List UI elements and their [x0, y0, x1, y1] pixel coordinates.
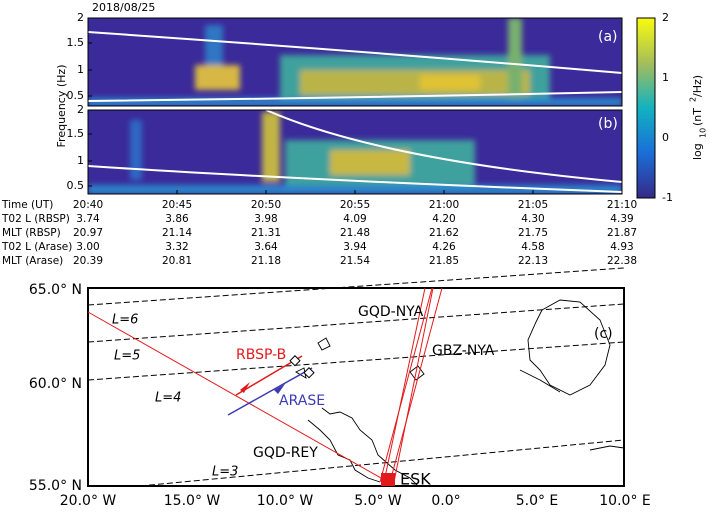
lat-label: 55.0° N — [29, 478, 82, 494]
lon-label: 20.0° W — [60, 493, 117, 509]
cell: 4.58 — [521, 241, 544, 253]
colorbar-tick-label: -1 — [662, 191, 673, 204]
cell: 21.31 — [251, 227, 281, 239]
cb-part: log — [691, 143, 704, 160]
path-label: GQD-NYA — [358, 304, 424, 320]
row-label: Time (UT) — [1, 199, 53, 211]
cell: 3.74 — [76, 213, 100, 225]
cell: 21.85 — [429, 255, 459, 267]
panel-label: (a) — [598, 29, 618, 45]
cb-part: 2 — [689, 97, 698, 102]
row-label: MLT (RBSP) — [2, 227, 61, 239]
cell: 21.87 — [607, 227, 637, 239]
y-tick-label: 2 — [77, 11, 84, 24]
colorbar-tick-label: 1 — [662, 71, 669, 84]
cell: 20.81 — [162, 255, 192, 267]
path-label: GQD-REY — [253, 445, 318, 461]
cell: 3.98 — [254, 213, 277, 225]
lat-label: 65.0° N — [29, 282, 82, 298]
l-label: L=6 — [112, 313, 138, 328]
row-label: T02 L (Arase) — [1, 241, 72, 253]
lon-label: 10.0° E — [599, 493, 650, 509]
colorbar-tick-label: 2 — [662, 11, 669, 24]
cell: 3.00 — [76, 241, 99, 253]
colorbar — [636, 17, 656, 199]
cell: 21:05 — [518, 199, 548, 211]
lat-label: 60.0° N — [29, 376, 82, 392]
y-axis-label: Frequency (Hz) — [55, 65, 68, 148]
date: 2018/08/25 — [92, 1, 155, 14]
lon-label: 15.0° W — [164, 493, 221, 509]
colorbar-tick-label: 0 — [662, 131, 669, 144]
colorbar-ticks: 2 1 0 -1 — [662, 11, 673, 204]
spectrogram-b — [88, 110, 622, 194]
cell: 4.30 — [521, 213, 544, 225]
panel-label: (b) — [598, 116, 618, 132]
cell: 21.14 — [162, 227, 192, 239]
map — [87, 267, 625, 487]
cell: 4.09 — [343, 213, 366, 225]
cell: 21.18 — [251, 255, 281, 267]
y-tick-label: 0.5 — [67, 179, 85, 192]
l-label: L=3 — [212, 465, 238, 480]
cell: 3.32 — [165, 241, 188, 253]
cell: 20:50 — [251, 199, 281, 211]
cell: 4.93 — [610, 241, 633, 253]
cell: 21.62 — [429, 227, 459, 239]
cell: 3.64 — [254, 241, 278, 253]
cell: 20:45 — [162, 199, 192, 211]
cell: 20:40 — [73, 199, 103, 211]
spectrogram-a — [88, 18, 622, 106]
lon-label: 5.0° W — [354, 493, 402, 509]
cell: 21:00 — [429, 199, 459, 211]
y-tick-label: 1 — [77, 63, 84, 76]
cell: 21.75 — [518, 227, 548, 239]
map-labels: 65.0° N 60.0° N 55.0° N20.0° W 15.0° W 10.0°… — [29, 282, 651, 509]
cell: 4.26 — [432, 241, 456, 253]
cb-part: (nT — [691, 108, 704, 126]
l-label: L=4 — [155, 391, 181, 406]
station-marker — [381, 473, 395, 486]
satellite-label: RBSP-B — [236, 347, 286, 363]
cell: 20.97 — [73, 227, 103, 239]
cell: 20.39 — [73, 255, 103, 267]
cell: 20:55 — [340, 199, 370, 211]
path-label: GBZ-NYA — [432, 343, 495, 359]
cell: 3.86 — [165, 213, 189, 225]
row-label: T02 L (RBSP) — [1, 213, 70, 225]
station-label: ESK — [400, 470, 431, 489]
cell: 21.48 — [340, 227, 370, 239]
y-ticks: 21.510.521.510.5 — [67, 11, 92, 192]
lon-label: 10.0° W — [257, 493, 314, 509]
y-tick-label: 0.5 — [67, 89, 85, 102]
y-tick-label: 1.5 — [67, 127, 85, 140]
l-label: L=5 — [114, 349, 140, 364]
cb-part: /Hz) — [691, 75, 704, 97]
cell: 22.38 — [607, 255, 637, 267]
cell: 3.94 — [343, 241, 367, 253]
y-tick-label: 2 — [77, 103, 84, 116]
cell: 21:10 — [607, 199, 637, 211]
y-tick-label: 1.5 — [67, 36, 85, 49]
cell: 21.54 — [340, 255, 370, 267]
cell: 4.39 — [610, 213, 633, 225]
cell: 4.20 — [432, 213, 455, 225]
cell: 22.13 — [518, 255, 548, 267]
y-tick-label: 1 — [77, 154, 84, 167]
cb-part: 10 — [699, 128, 708, 138]
table: Time (UT) 20:40 20:45 20:50 20:55 21:00 21:05 2… — [1, 199, 637, 267]
row-label: MLT (Arase) — [2, 255, 63, 267]
lon-label: 0.0° — [431, 493, 460, 509]
satellite-label: ARASE — [279, 393, 325, 409]
colorbar-label: log 10 (nT 2 /Hz) — [689, 75, 708, 160]
panel-label: (c) — [594, 326, 613, 342]
lon-label: 5.0° E — [516, 493, 559, 509]
